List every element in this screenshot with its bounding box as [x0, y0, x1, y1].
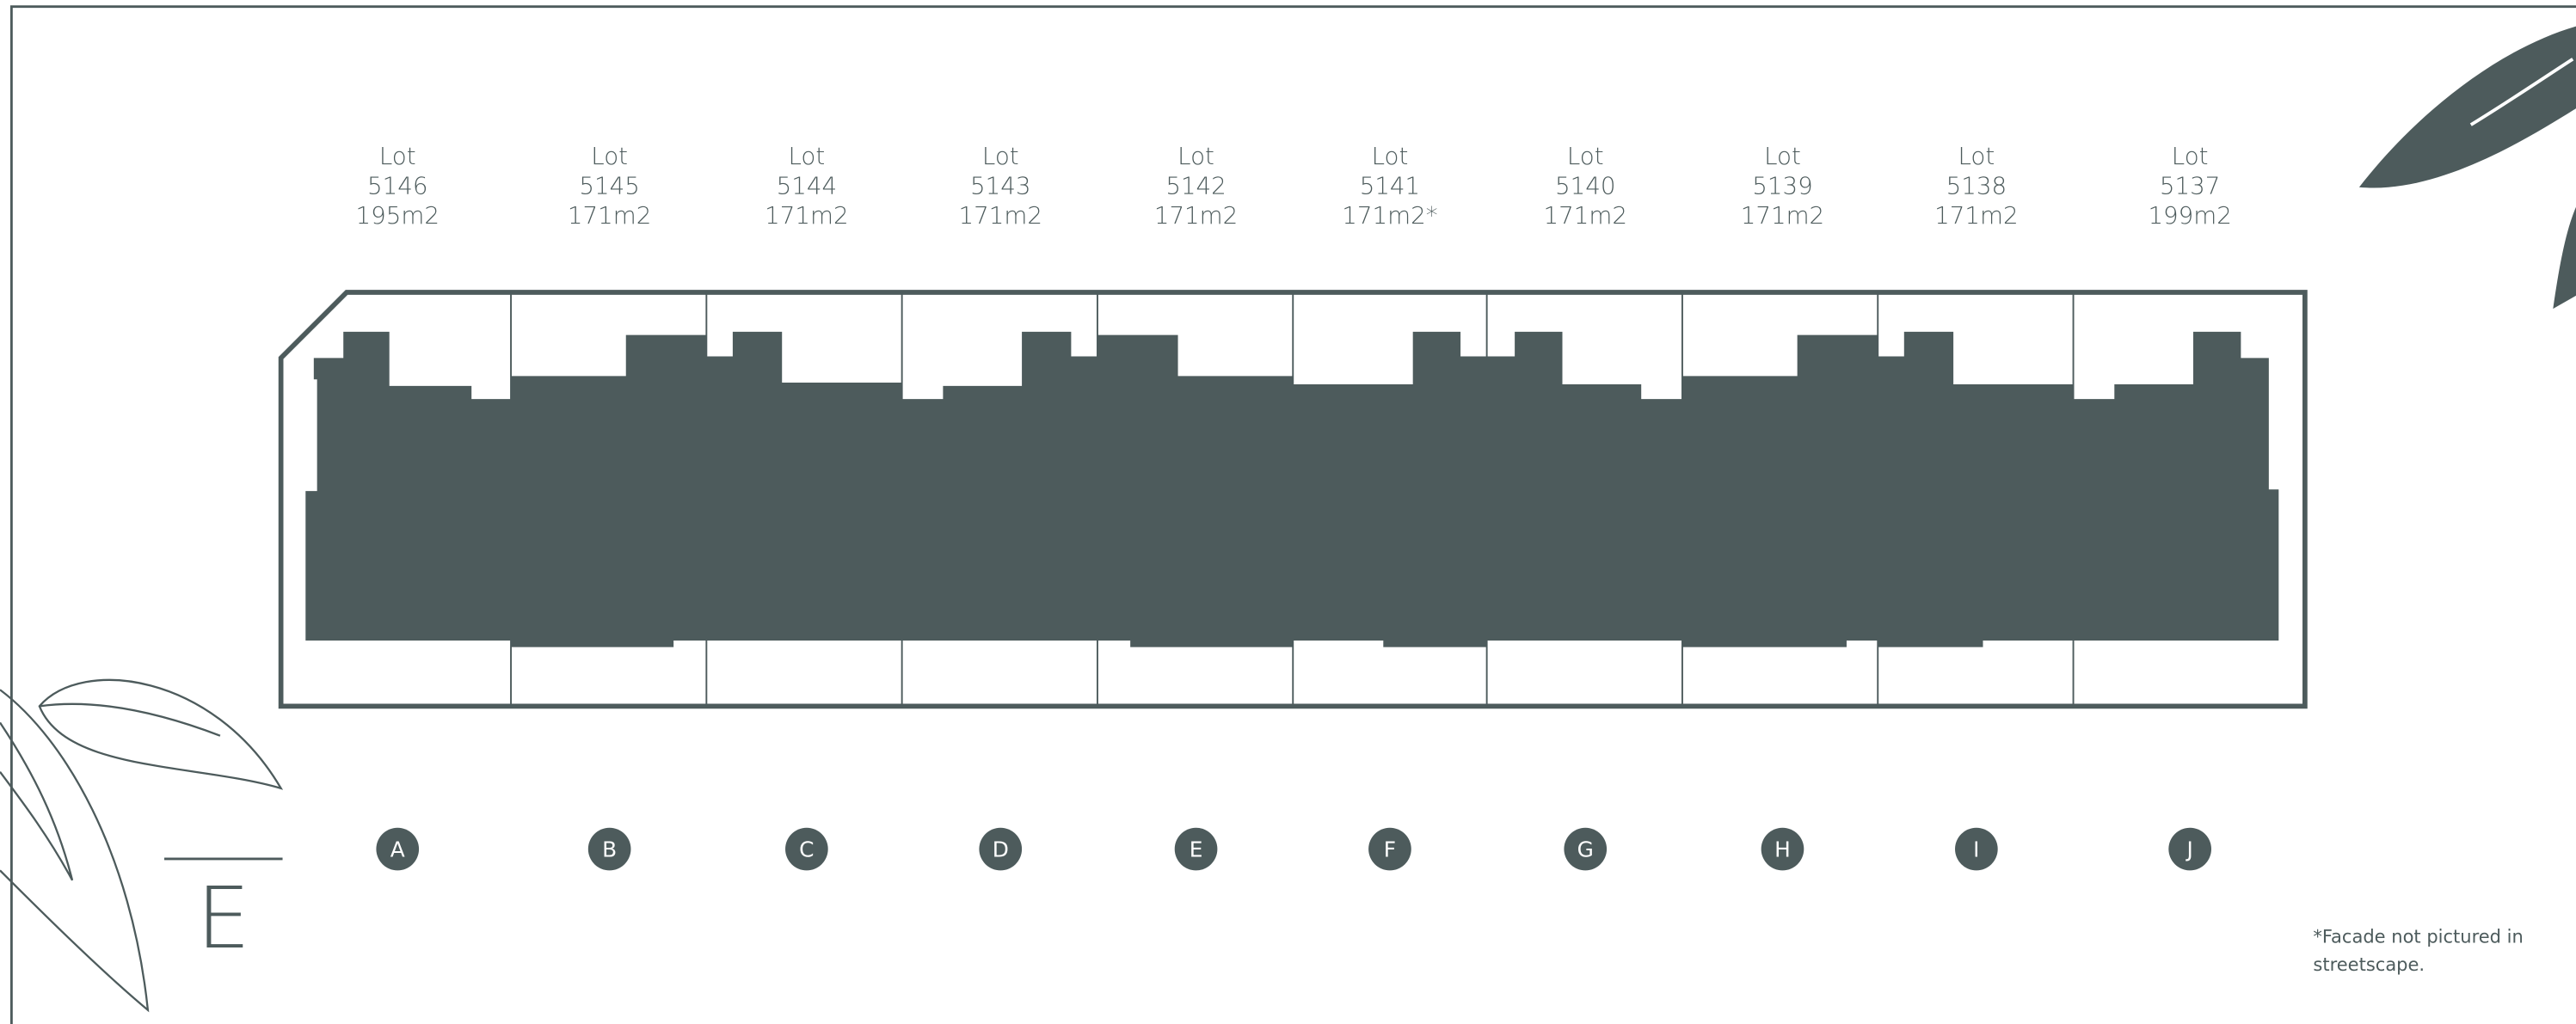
lot-number: 5142 — [1165, 171, 1226, 199]
lot-area: 171m2 — [1934, 201, 2018, 230]
lot-marker — [785, 827, 828, 871]
lot-number: 5145 — [579, 171, 639, 199]
lot-number: 5146 — [367, 171, 427, 199]
site-boundary — [278, 290, 2308, 709]
lot-label: Lot — [1567, 142, 1604, 170]
lot-marker — [1955, 827, 1998, 871]
building-footprint — [305, 331, 2279, 647]
lot-area: 171m2 — [765, 201, 848, 230]
frame — [9, 5, 2576, 1024]
compass-label: E — [196, 869, 250, 968]
leaf — [2553, 206, 2576, 310]
lot-label: Lot — [1958, 142, 1995, 170]
lot-marker — [1761, 827, 1804, 871]
lot-marker — [2168, 827, 2211, 871]
lot-letter: J — [2185, 837, 2192, 862]
lot-marker — [587, 827, 631, 871]
lot-number: 5140 — [1555, 171, 1615, 199]
footnote: *Facade not pictured in — [2313, 925, 2523, 947]
lot-letter: G — [1577, 837, 1594, 862]
lot-label: Lot — [379, 142, 416, 170]
lot-letter: E — [1190, 837, 1203, 862]
lot-marker — [1174, 827, 1218, 871]
lot-label: Lot — [982, 142, 1019, 170]
lot-area: 199m2 — [2148, 201, 2231, 230]
lot-area: 171m2 — [568, 201, 651, 230]
lot-area: 171m2 — [1741, 201, 1824, 230]
lot-number: 5144 — [777, 171, 837, 199]
lot-number: 5141 — [1360, 171, 1420, 199]
leaves — [0, 678, 284, 1013]
lot-letter: I — [1973, 837, 1979, 862]
lot-letter: F — [1384, 837, 1396, 862]
lot-label: Lot — [2172, 142, 2209, 170]
lot-number: 5137 — [2160, 171, 2220, 199]
lot-area: 171m2* — [1342, 201, 1437, 230]
lot-number: 5138 — [1946, 171, 2007, 199]
lot-label: Lot — [591, 142, 628, 170]
lot-letter: D — [993, 837, 1009, 862]
lot-label: Lot — [788, 142, 825, 170]
lot-label: Lot — [1177, 142, 1214, 170]
lot-area: 171m2 — [1154, 201, 1238, 230]
lot-number: 5143 — [970, 171, 1030, 199]
lot-label: Lot — [1372, 142, 1409, 170]
lot-marker — [1564, 827, 1608, 871]
lot-area: 195m2 — [356, 201, 440, 230]
lot-letter: B — [602, 837, 617, 862]
lot-number: 5139 — [1752, 171, 1812, 199]
lot-label: Lot — [1764, 142, 1801, 170]
footnote: streetscape. — [2313, 953, 2425, 975]
lot-letter: A — [390, 837, 405, 862]
leaf — [2358, 26, 2576, 188]
lot-marker — [979, 827, 1023, 871]
lot-area: 171m2 — [1544, 201, 1627, 230]
lot-marker — [1368, 827, 1411, 871]
lot-area: 171m2 — [959, 201, 1042, 230]
lot-letter: H — [1774, 837, 1791, 862]
leaf-vein — [2469, 58, 2574, 126]
lot-marker — [376, 827, 420, 871]
lot-letter: C — [799, 837, 814, 862]
